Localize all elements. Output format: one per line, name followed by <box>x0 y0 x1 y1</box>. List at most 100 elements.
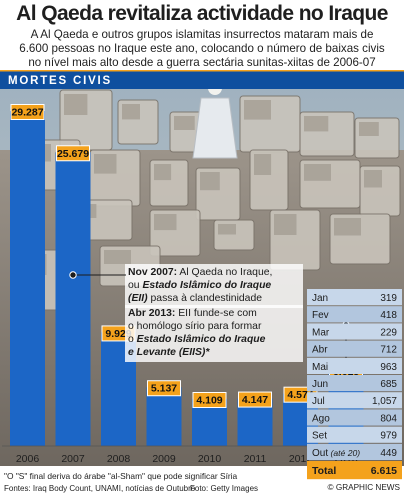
table-month: Ago <box>312 413 330 424</box>
table-row <box>307 443 402 460</box>
value-label: 5.137 <box>151 383 177 395</box>
table-value: 979 <box>380 431 397 442</box>
agency-logo: © GRAPHIC NEWS <box>327 483 400 492</box>
table-month: Fev <box>312 310 329 321</box>
chart-title-rule <box>0 70 404 72</box>
annotation-line: (EII) passa à clandestinidade <box>128 293 262 304</box>
sources: Fontes: Iraq Body Count, UNAMI, notícias… <box>4 484 196 493</box>
tombstone-shade <box>94 154 117 174</box>
tombstone-shade <box>218 224 236 235</box>
table-value: 963 <box>380 362 397 373</box>
annotation-run: (EII) <box>128 293 148 304</box>
footnote: "O "S" final deriva do árabe "al-Sham" q… <box>4 471 238 481</box>
tombstone-shade <box>200 172 220 191</box>
annotation-run: Al Qaeda no Iraque, <box>177 267 272 278</box>
annotation-line: e Levante (EIIS)* <box>128 347 210 358</box>
annotation-line: Nov 2007: Al Qaeda no Iraque, <box>128 267 272 278</box>
tombstone-shade <box>364 170 382 188</box>
tombstone-shade <box>274 214 297 235</box>
table-month: Abr <box>312 345 328 356</box>
value-label-bg <box>147 380 181 397</box>
tombstone-shade <box>254 154 272 175</box>
tombstone-shade <box>359 122 379 136</box>
table-month: Out (até 20) <box>312 448 360 459</box>
table-month: Mar <box>312 327 330 338</box>
table-month: Set <box>312 431 327 442</box>
table-total-row <box>307 461 402 480</box>
table-month: Mai <box>312 362 328 373</box>
tombstone-shade <box>122 104 140 120</box>
bar-2007 <box>55 152 91 446</box>
tombstone-shade <box>244 100 271 120</box>
x-tick-label: 2006 <box>16 453 40 465</box>
value-label-bg <box>238 391 272 408</box>
subtitle-line: 6.600 pessoas no Iraque este ano, coloca… <box>19 42 385 55</box>
annotation-run: o <box>128 334 137 345</box>
table-month-note: (até 20) <box>328 448 360 458</box>
value-label: 25.679 <box>57 148 89 160</box>
table-total-value: 6.615 <box>371 465 397 477</box>
table-value: 449 <box>380 448 397 459</box>
annotation-run: Nov 2007: <box>128 267 177 278</box>
value-label-bg <box>56 145 90 162</box>
annotation-run: Abr 2013: <box>128 308 175 319</box>
annotation-run: EII funde-se com <box>175 308 256 319</box>
annotation-run: Estado Islâmico do Iraque <box>137 334 266 345</box>
annotation-run: e Levante (EIIS)* <box>128 347 210 358</box>
annotation-run: passa à clandestinidade <box>148 293 263 304</box>
annotation-run: ou <box>128 280 142 291</box>
table-value: 418 <box>380 310 397 321</box>
value-label-bg <box>192 391 227 408</box>
photo-credit: Foto: Getty Images <box>190 484 259 493</box>
table-value: 319 <box>380 293 397 304</box>
tombstone-shade <box>154 214 177 231</box>
table-value: 712 <box>380 345 397 356</box>
annotation-line: o Estado Islâmico do Iraque <box>128 334 266 345</box>
table-value: 229 <box>380 327 397 338</box>
annotation-line: o homólogo sírio para formar <box>128 321 262 332</box>
annotation-line: Abr 2013: EII funde-se com <box>128 308 257 319</box>
table-month: Jun <box>312 379 328 390</box>
table-row <box>307 323 402 340</box>
table-row <box>307 392 402 409</box>
annotations: Nov 2007: Al Qaeda no Iraque, ou Estado I… <box>69 264 350 363</box>
subtitle: A Al Qaeda e outros grupos islamitas ins… <box>2 28 402 70</box>
x-tick-label: 2011 <box>244 453 267 465</box>
subtitle-line: no nível mais alto desde a guerra sectár… <box>28 56 376 69</box>
chart-title: MORTES CIVIS <box>8 75 112 87</box>
x-tick-label: 2010 <box>198 453 222 465</box>
table-month: Jul <box>312 396 325 407</box>
x-tick-label: 2009 <box>152 453 176 465</box>
annotation-run: o homólogo sírio para formar <box>128 321 262 332</box>
bar-2009 <box>146 387 182 446</box>
tombstone-shade <box>304 116 329 132</box>
tombstone-shade <box>174 116 195 130</box>
annotation-box <box>125 305 303 362</box>
table-value: 685 <box>380 379 397 390</box>
annotation-run: Estado Islâmico do Iraque <box>142 280 271 291</box>
value-label: 29.287 <box>11 107 43 119</box>
table-row <box>307 289 402 306</box>
table-value: 1,057 <box>372 396 397 407</box>
tombstone-shade <box>64 94 88 115</box>
table-total-label: Total <box>312 465 336 477</box>
bar-2006 <box>10 111 45 446</box>
x-tick-label: 2012 <box>289 453 313 465</box>
value-label: 4.109 <box>196 394 222 406</box>
value-label: 4.147 <box>242 394 268 406</box>
chart-title-bg <box>0 70 404 89</box>
table-row <box>307 426 402 443</box>
table-month: Jan <box>312 293 328 304</box>
annotation-line: ou Estado Islâmico do Iraque <box>128 280 271 291</box>
table-row <box>307 375 402 392</box>
table-row <box>307 340 402 357</box>
tombstone-shade <box>104 250 131 264</box>
table-value: 804 <box>380 413 397 424</box>
table-row <box>307 357 402 374</box>
annotation-marker <box>69 271 77 279</box>
tombstone-shade <box>304 164 331 181</box>
annotation-box <box>125 264 303 308</box>
subtitle-line: A Al Qaeda e outros grupos islamitas ins… <box>30 28 374 41</box>
